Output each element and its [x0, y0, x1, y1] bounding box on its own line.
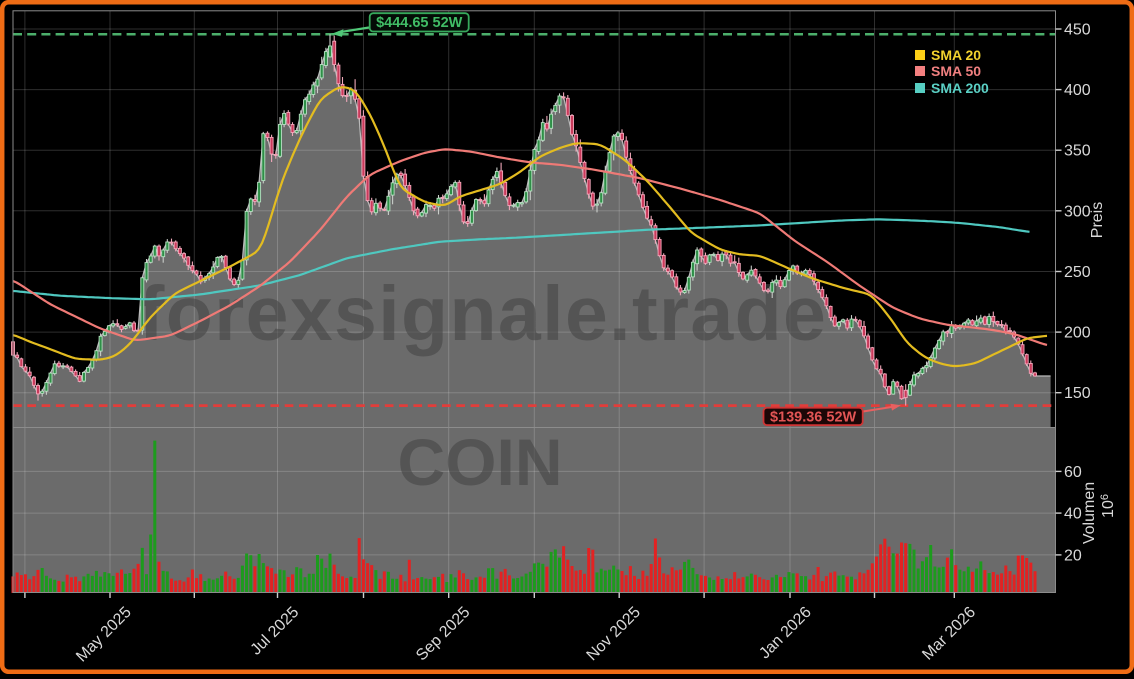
svg-text:20: 20 — [1064, 547, 1082, 564]
svg-text:SMA 50: SMA 50 — [931, 63, 981, 79]
svg-text:150: 150 — [1064, 385, 1091, 402]
svg-text:SMA 200: SMA 200 — [931, 80, 989, 96]
svg-text:350: 350 — [1064, 143, 1091, 160]
svg-text:60: 60 — [1064, 464, 1082, 481]
svg-text:COIN: COIN — [398, 425, 563, 499]
svg-text:200: 200 — [1064, 325, 1091, 342]
svg-text:Volumen: Volumen — [1081, 482, 1098, 544]
svg-text:450: 450 — [1064, 22, 1091, 39]
svg-text:$139.36 52W: $139.36 52W — [770, 409, 857, 425]
svg-text:400: 400 — [1064, 82, 1091, 99]
svg-text:300: 300 — [1064, 203, 1091, 220]
svg-text:$444.65 52W: $444.65 52W — [376, 15, 463, 31]
svg-text:SMA 20: SMA 20 — [931, 47, 981, 63]
svg-text:Preis: Preis — [1089, 202, 1106, 238]
svg-text:250: 250 — [1064, 264, 1091, 281]
svg-text:40: 40 — [1064, 506, 1082, 523]
svg-text:forexsignale.trade: forexsignale.trade — [139, 271, 828, 357]
